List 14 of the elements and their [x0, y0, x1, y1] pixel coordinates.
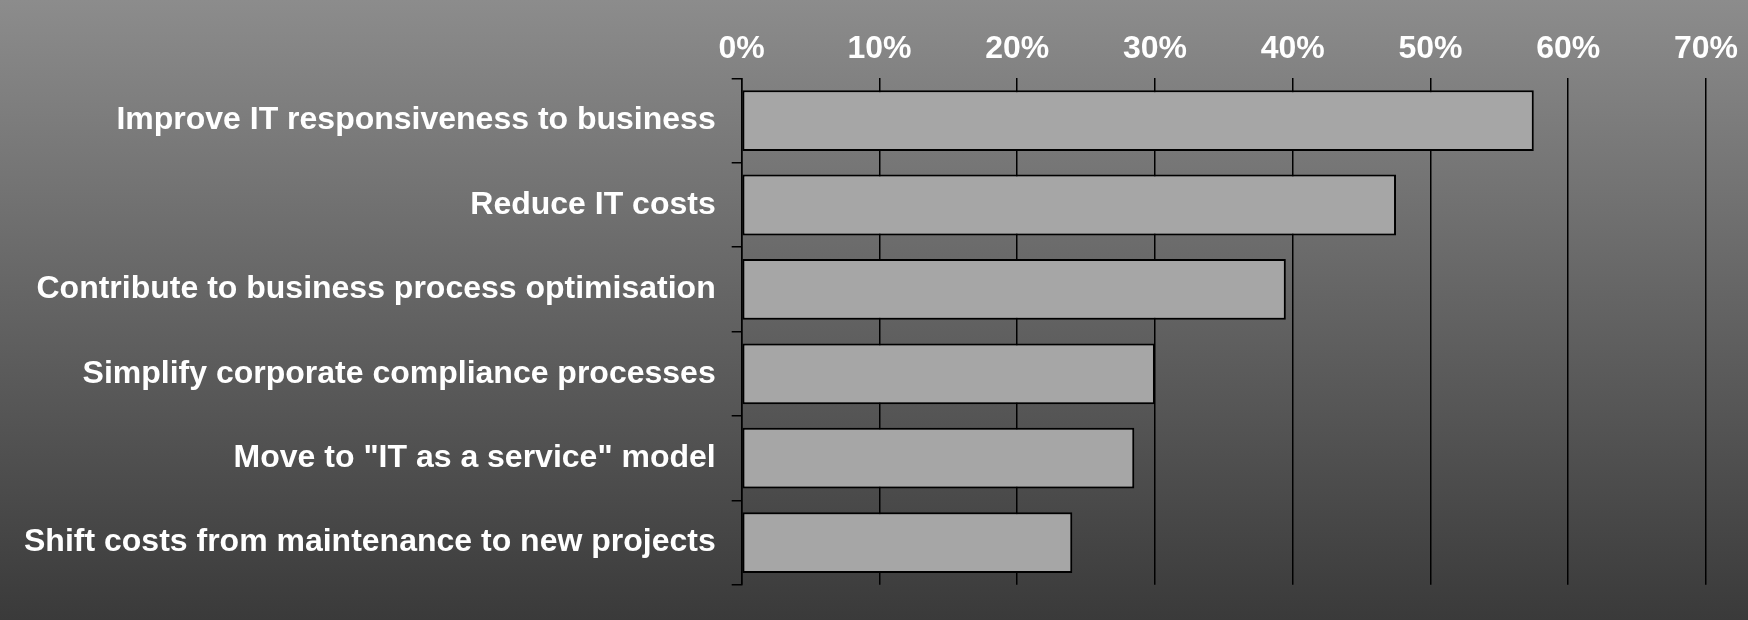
- x-tick-label: 10%: [847, 29, 912, 66]
- y-tick-label: Move to "IT as a service" model: [233, 438, 716, 475]
- x-tick-label: 40%: [1260, 29, 1325, 66]
- x-tick-label: 60%: [1536, 29, 1601, 66]
- x-tick-label: 20%: [985, 29, 1050, 66]
- y-tick-label: Shift costs from maintenance to new projects: [24, 522, 716, 559]
- x-tick-label: 0%: [718, 29, 765, 66]
- y-tick-label: Simplify corporate compliance processes: [82, 353, 716, 390]
- y-tick-label: Contribute to business process optimisation: [36, 269, 716, 306]
- x-tick-label: 50%: [1398, 29, 1463, 66]
- x-tick-label: 30%: [1122, 29, 1187, 66]
- y-tick-label: Reduce IT costs: [470, 184, 716, 221]
- x-tick-label: 70%: [1673, 29, 1738, 66]
- y-tick-label: Improve IT responsiveness to business: [116, 100, 716, 137]
